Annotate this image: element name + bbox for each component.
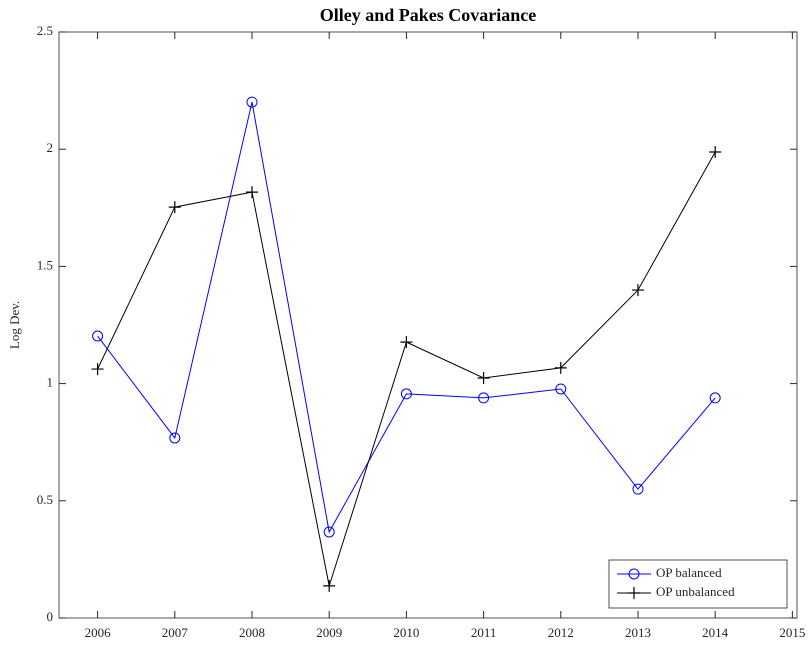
marker [709, 146, 722, 159]
line [97, 101, 716, 534]
legend-label: OP unbalanced [656, 584, 735, 599]
marker [323, 526, 335, 538]
marker [92, 330, 104, 342]
legend-box [608, 559, 788, 609]
y-tick-label: 1.5 [37, 257, 53, 272]
x-tick-label: 2012 [548, 625, 574, 640]
x-tick-label: 2014 [702, 625, 729, 640]
y-tick-label: 0.5 [37, 492, 53, 507]
marker [554, 361, 567, 374]
legend: OP balanced OP unbalanced [608, 559, 788, 609]
marker [555, 383, 567, 395]
x-tick-label: 2006 [85, 625, 112, 640]
marker [632, 483, 644, 495]
x-tick-label: 2007 [162, 625, 189, 640]
marker [91, 363, 104, 376]
marker [709, 392, 721, 404]
marker [168, 201, 181, 214]
marker [323, 579, 336, 592]
x-tick-label: 2015 [779, 625, 805, 640]
legend-marker [628, 587, 640, 599]
x-tick-label: 2010 [393, 625, 419, 640]
marker [400, 336, 413, 349]
legend-label: OP balanced [656, 565, 722, 580]
x-tick-label: 2013 [625, 625, 651, 640]
y-tick-label: 2 [47, 140, 54, 155]
legend-marker [628, 568, 640, 580]
marker [246, 96, 258, 108]
x-tick-label: 2009 [316, 625, 342, 640]
marker [400, 388, 412, 400]
marker [245, 186, 258, 199]
y-tick-label: 0 [47, 609, 54, 624]
marker [477, 371, 490, 384]
y-tick-label: 1 [47, 375, 54, 390]
y-axis-label: Log Dev. [7, 301, 22, 349]
marker [169, 432, 181, 444]
x-tick-label: 2011 [471, 625, 497, 640]
y-tick-label: 2.5 [37, 23, 53, 38]
marker [631, 284, 644, 297]
chart-title: Olley and Pakes Covariance [320, 5, 537, 25]
marker [478, 392, 490, 404]
plot-frame [58, 31, 798, 619]
x-tick-label: 2008 [239, 625, 265, 640]
